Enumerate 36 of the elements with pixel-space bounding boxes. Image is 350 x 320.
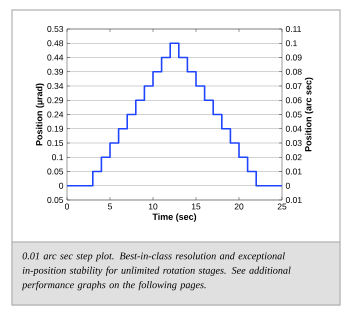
y2-tick-label: 0 [286,182,290,189]
x-tick-label: 15 [192,204,200,210]
y-tick-label: 0.44 [47,54,64,60]
x-tick-label: 5 [108,204,112,210]
y2-tick-label: 0.06 [286,97,302,104]
y2-tick-label: 0.04 [286,126,302,132]
y2-tick-label: 0.07 [286,83,302,89]
y2-tick-label: 0.1 [286,40,297,46]
y-tick-label: 0.19 [47,126,64,132]
x-tick-label: 25 [278,204,286,210]
y-tick-label: 0 [59,182,64,189]
y2-tick-label: 0.01 [286,168,302,174]
text: 0.01 arc sec step plot. Best-in-class resolution and exceptional in-position stability for unlimited rotation stages. See additional performance graphs on the following pages. [22,252,291,290]
y2-tick-label: 0.08 [286,68,302,75]
y2-tick-label: 0.01 [286,197,302,203]
y-axis-title: Position (µrad) [36,83,44,146]
y-tick-label: 0.15 [47,140,64,146]
x-tick-label: 0 [64,204,70,210]
x-tick-label: 10 [148,204,158,210]
y2-tick-label: 0.11 [286,26,301,32]
y2-tick-label: 0.03 [286,140,302,146]
y2-tick-label: 0.02 [286,154,302,160]
y2-tick-label: 0.05 [286,112,302,118]
y-tick-label: 0.53 [47,26,64,32]
y-tick-label: 0.34 [47,83,64,89]
y-tick-label: 0.24 [47,112,64,118]
y-tick-label: 0.48 [47,40,64,46]
y2-tick-label: 0.09 [286,54,302,60]
y-tick-label: 0.29 [47,97,64,104]
y-tick-label: 0.05 [47,197,64,203]
y-tick-label: 0.39 [47,68,64,75]
y2-axis-title: Position (arc sec) [304,78,314,152]
x-tick-label: 20 [234,204,244,210]
y-tick-label: 0.05 [47,168,64,174]
y-tick-label: 0.1 [52,154,64,160]
x-axis-title: Time (sec) [152,213,196,222]
